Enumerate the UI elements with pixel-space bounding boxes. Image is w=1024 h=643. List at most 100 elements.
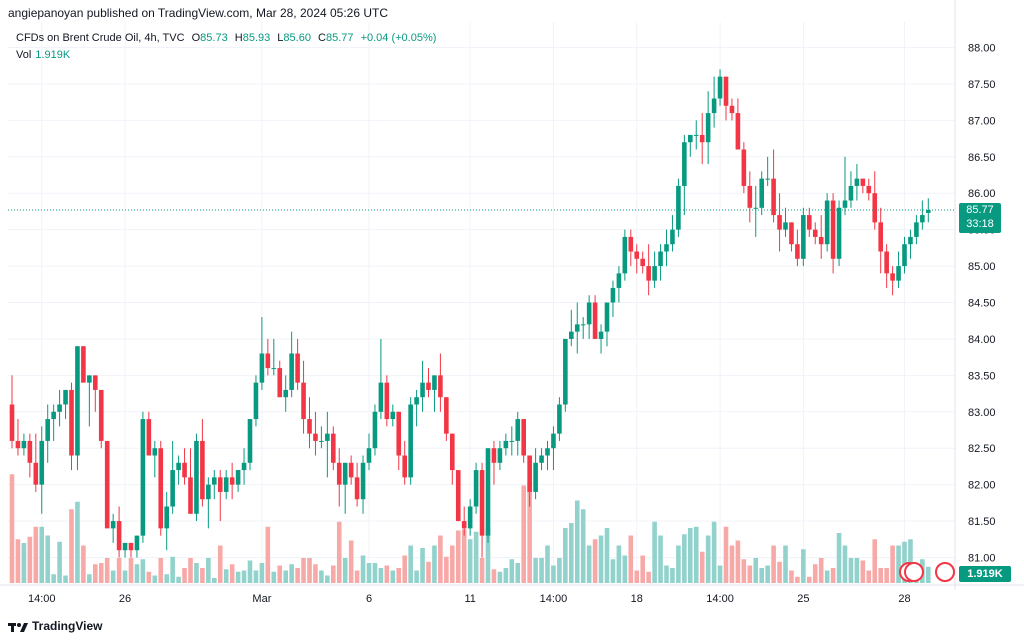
volume-bar <box>801 549 806 583</box>
volume-bar <box>170 556 175 583</box>
volume-bar <box>574 500 580 583</box>
candle-body <box>432 375 437 390</box>
candle-body <box>497 448 503 463</box>
volume-bar <box>420 548 425 583</box>
volume-bar <box>63 575 68 583</box>
volume-bar <box>789 570 794 583</box>
volume-bar <box>93 564 98 583</box>
volume-bar <box>158 558 164 583</box>
volume-bar <box>818 558 824 583</box>
volume-bar <box>592 539 598 583</box>
y-tick-label: 83.50 <box>968 370 996 382</box>
volume-bar <box>830 568 836 583</box>
volume-bar <box>81 545 86 583</box>
candle-body <box>461 521 467 529</box>
volume-bar <box>384 565 390 583</box>
candle-body <box>420 382 425 398</box>
volume-bar <box>872 539 878 583</box>
volume-bar <box>426 561 431 583</box>
candle-body <box>146 419 152 456</box>
volume-bar <box>479 558 485 583</box>
volume-bar <box>878 568 883 583</box>
volume-bar <box>277 565 283 583</box>
volume-bar <box>485 526 491 583</box>
volume-bar <box>307 558 312 583</box>
candle-body <box>646 266 651 281</box>
volume-bar <box>515 563 521 583</box>
volume-bar <box>348 540 354 583</box>
candle-body <box>93 375 98 390</box>
tradingview-brand[interactable]: TradingView <box>8 619 102 633</box>
candle-body <box>485 448 491 536</box>
candle-body <box>271 368 277 370</box>
candle-body <box>580 324 586 326</box>
candle-body <box>908 236 913 245</box>
x-tick-label: 28 <box>898 593 910 605</box>
candle-body <box>533 462 538 492</box>
candle-body <box>765 178 770 180</box>
x-tick-label: 14:00 <box>28 593 56 605</box>
candle-body <box>69 389 74 456</box>
volume-bar <box>212 578 217 583</box>
candle-body <box>104 440 110 529</box>
y-tick-label: 86.00 <box>968 188 996 200</box>
y-tick-label: 86.50 <box>968 152 996 164</box>
candle-body <box>836 207 842 259</box>
volume-bar <box>146 571 152 583</box>
candle-body <box>331 433 336 463</box>
volume-bar <box>896 545 901 583</box>
candle-body <box>444 397 449 434</box>
x-tick-label: Mar <box>252 593 271 605</box>
y-tick-label: 81.00 <box>968 553 996 565</box>
candle-body <box>527 455 532 492</box>
candle-body <box>771 178 776 216</box>
candle-body <box>414 397 419 405</box>
volume-bar <box>200 568 205 583</box>
close-value: 85.77 <box>325 32 354 44</box>
candle-body <box>223 477 229 492</box>
axes: 88.0087.5087.0086.5086.0085.5085.0084.50… <box>0 0 1024 605</box>
candle-body <box>759 178 764 208</box>
candle-body <box>801 215 806 259</box>
low-value: 85.60 <box>283 32 311 44</box>
candle-body <box>717 76 723 99</box>
candle-body <box>872 193 878 223</box>
y-tick-label: 87.50 <box>968 79 996 91</box>
volume-bar <box>402 555 407 583</box>
volume-bar <box>75 501 80 583</box>
candle-body <box>699 134 705 143</box>
candle-body <box>640 258 645 267</box>
volume-bar <box>884 568 889 583</box>
candle-body <box>277 368 283 398</box>
volume-badge: 1.919K <box>959 566 1011 582</box>
volume-bar <box>699 551 705 583</box>
candle-body <box>807 215 812 230</box>
low-key: L <box>277 32 284 44</box>
candle-body <box>878 222 883 252</box>
volume-bar <box>580 509 586 583</box>
candle-body <box>140 419 146 536</box>
candle-body <box>592 302 598 339</box>
volume-bar <box>444 556 449 583</box>
candle-body <box>473 470 479 507</box>
candle-body <box>664 244 669 252</box>
symbol-name[interactable]: CFDs on Brent Crude Oil, 4h, TVC <box>16 32 185 44</box>
candle-body <box>902 244 907 267</box>
candle-body <box>503 440 509 449</box>
candle-body <box>122 542 128 551</box>
candle-body <box>33 462 39 485</box>
candle-body <box>319 440 324 442</box>
candle-body <box>789 222 794 245</box>
volume-bar <box>616 545 622 583</box>
volume-bar <box>206 558 211 583</box>
volume-bar <box>223 569 229 583</box>
candle-body <box>729 105 735 114</box>
volume-bar <box>366 563 372 583</box>
volume-bar <box>509 559 515 583</box>
candle-body <box>652 266 657 281</box>
y-tick-label: 82.50 <box>968 443 996 455</box>
candle-body <box>693 134 699 136</box>
volume-bar <box>461 529 467 583</box>
candle-body <box>390 411 396 420</box>
